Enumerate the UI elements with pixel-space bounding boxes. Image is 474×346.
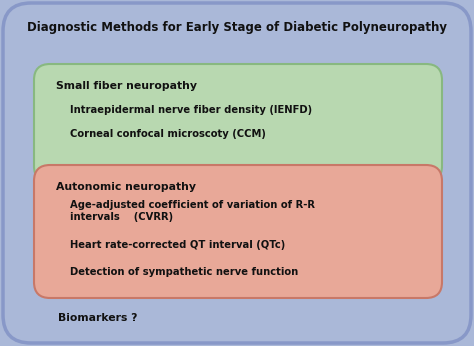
FancyBboxPatch shape [34, 64, 442, 182]
Text: Age-adjusted coefficient of variation of R-R
intervals    (CVRR): Age-adjusted coefficient of variation of… [70, 200, 315, 222]
Text: Heart rate-corrected QT interval (QTc): Heart rate-corrected QT interval (QTc) [70, 240, 285, 250]
Text: Small fiber neuropathy: Small fiber neuropathy [56, 81, 197, 91]
Text: Detection of sympathetic nerve function: Detection of sympathetic nerve function [70, 267, 298, 277]
Text: Intraepidermal nerve fiber density (IENFD): Intraepidermal nerve fiber density (IENF… [70, 105, 312, 115]
Text: Corneal confocal microscoty (CCM): Corneal confocal microscoty (CCM) [70, 129, 266, 139]
FancyBboxPatch shape [34, 165, 442, 298]
Text: Diagnostic Methods for Early Stage of Diabetic Polyneuropathy: Diagnostic Methods for Early Stage of Di… [27, 21, 447, 35]
FancyBboxPatch shape [3, 3, 471, 343]
Text: Autonomic neuropathy: Autonomic neuropathy [56, 182, 196, 192]
Text: Biomarkers ?: Biomarkers ? [58, 313, 137, 323]
